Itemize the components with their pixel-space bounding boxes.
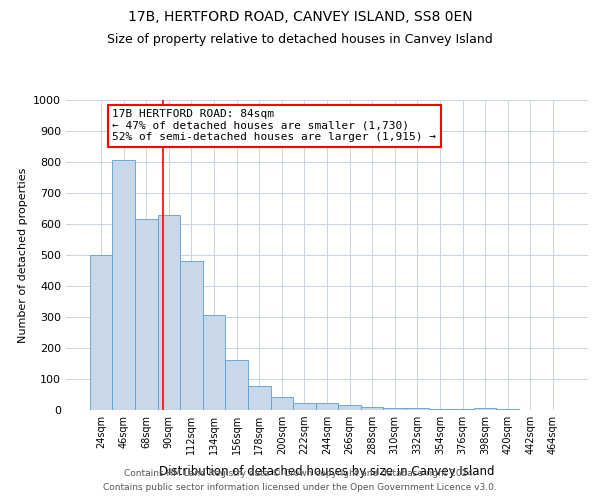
Bar	[338, 406, 361, 410]
Text: Size of property relative to detached houses in Canvey Island: Size of property relative to detached ho…	[107, 32, 493, 46]
Y-axis label: Number of detached properties: Number of detached properties	[17, 168, 28, 342]
Bar	[316, 403, 338, 410]
Bar	[158, 214, 180, 410]
Bar	[271, 397, 293, 410]
Text: 17B HERTFORD ROAD: 84sqm
← 47% of detached houses are smaller (1,730)
52% of sem: 17B HERTFORD ROAD: 84sqm ← 47% of detach…	[112, 110, 436, 142]
Bar	[248, 386, 271, 410]
Bar	[474, 408, 496, 410]
Bar	[135, 220, 158, 410]
Bar	[428, 409, 451, 410]
Bar	[383, 408, 406, 410]
Text: Contains HM Land Registry data © Crown copyright and database right 2024.: Contains HM Land Registry data © Crown c…	[124, 468, 476, 477]
Bar	[90, 255, 112, 410]
Bar	[361, 407, 383, 410]
Bar	[406, 408, 428, 410]
Bar	[180, 261, 203, 410]
Bar	[203, 314, 226, 410]
Text: 17B, HERTFORD ROAD, CANVEY ISLAND, SS8 0EN: 17B, HERTFORD ROAD, CANVEY ISLAND, SS8 0…	[128, 10, 472, 24]
Bar	[226, 360, 248, 410]
Bar	[112, 160, 135, 410]
X-axis label: Distribution of detached houses by size in Canvey Island: Distribution of detached houses by size …	[159, 466, 495, 478]
Bar	[293, 403, 316, 410]
Text: Contains public sector information licensed under the Open Government Licence v3: Contains public sector information licen…	[103, 484, 497, 492]
